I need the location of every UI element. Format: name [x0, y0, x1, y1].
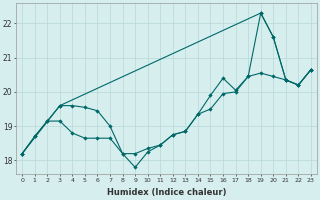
- X-axis label: Humidex (Indice chaleur): Humidex (Indice chaleur): [107, 188, 226, 197]
